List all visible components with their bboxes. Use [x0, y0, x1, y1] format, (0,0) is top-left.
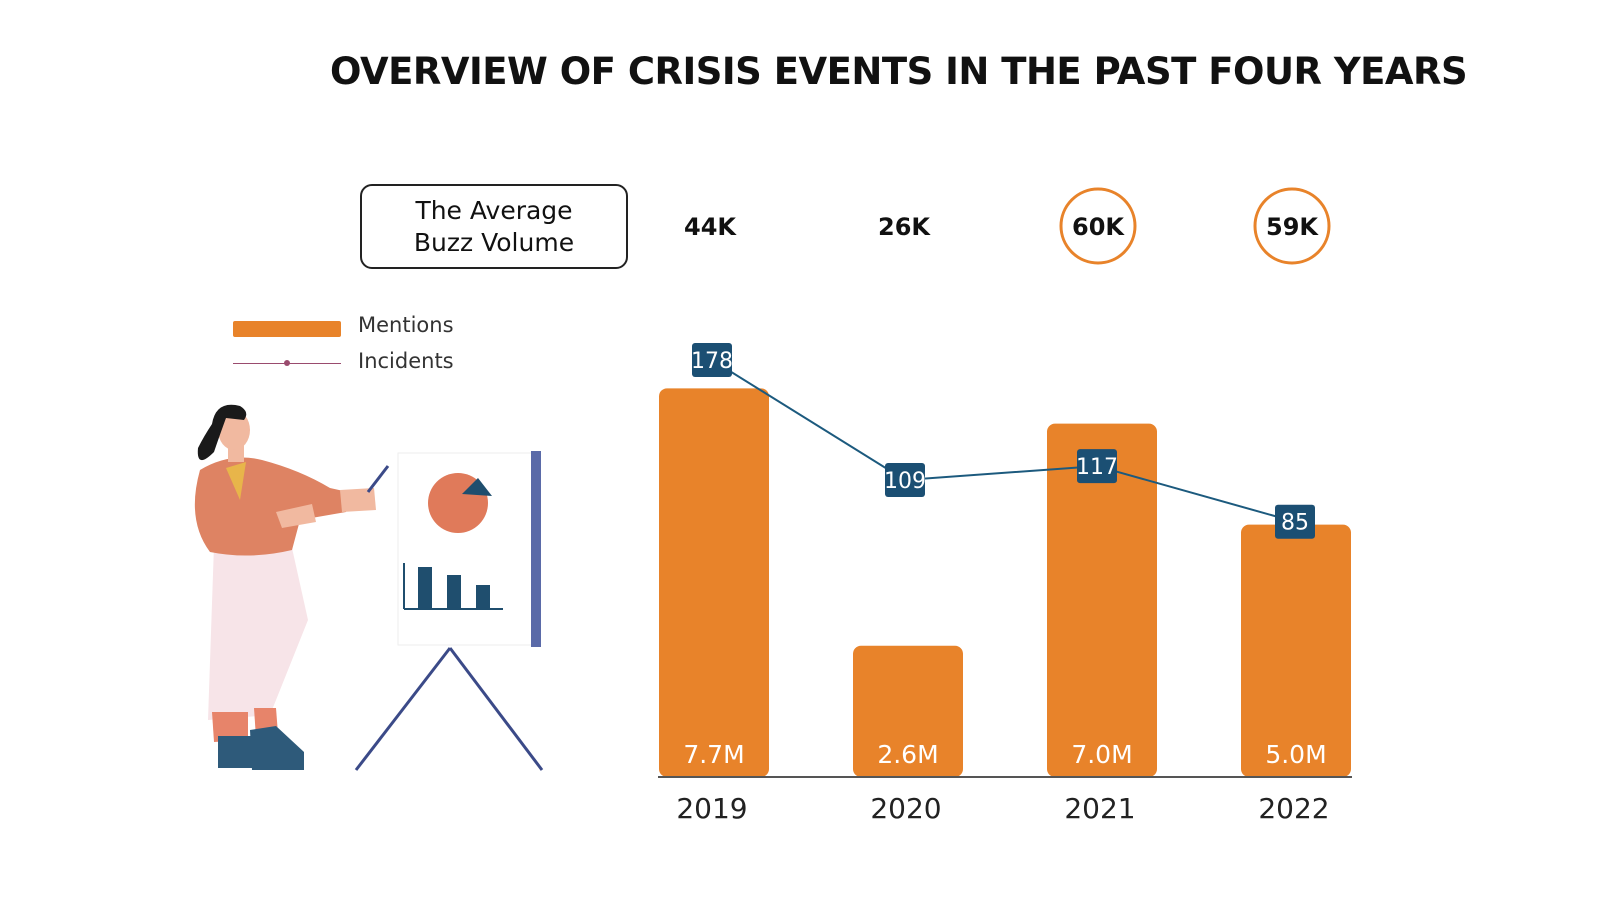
chart-title: OVERVIEW OF CRISIS EVENTS IN THE PAST FO…: [330, 50, 1468, 93]
incidents-label-2022: 85: [1281, 511, 1309, 536]
mentions-bar-2020: [853, 645, 963, 777]
incidents-marker-2020: [885, 463, 925, 497]
buzz-volume-circle-2022: [1253, 187, 1331, 265]
x-tick-label-2022: 2022: [1258, 792, 1329, 825]
buzz-volume-value-2019: 44K: [684, 213, 737, 241]
buzz-volume-value-2021: 60K: [1072, 213, 1125, 241]
incidents-line: [711, 359, 1296, 523]
mentions-label-2020: 2.6M: [877, 740, 938, 769]
mentions-bar-2021: [1047, 423, 1157, 777]
mentions-bar-2022: [1241, 524, 1351, 777]
buzz-volume-box: The Average Buzz Volume: [360, 184, 628, 269]
legend-mentions-swatch: [233, 321, 341, 337]
incidents-marker-2021: [1077, 449, 1117, 484]
buzz-volume-label: The Average Buzz Volume: [414, 195, 574, 259]
mentions-bar-2019: [659, 388, 769, 777]
mentions-label-2019: 7.7M: [683, 740, 744, 769]
legend-mentions-label: Mentions: [358, 313, 454, 337]
buzz-volume-line1: The Average: [415, 195, 573, 225]
mentions-label-2021: 7.0M: [1071, 740, 1132, 769]
buzz-volume-circle-2021: [1059, 187, 1137, 265]
incidents-label-2019: 178: [691, 349, 733, 374]
legend-incidents-marker: [284, 360, 290, 366]
incidents-label-2020: 109: [884, 469, 926, 494]
presenter-figure: [194, 404, 390, 770]
x-tick-label-2019: 2019: [676, 792, 747, 825]
incidents-marker-2019: [692, 343, 732, 377]
buzz-volume-value-2020: 26K: [878, 213, 931, 241]
buzz-volume-line2: Buzz Volume: [413, 227, 575, 257]
buzz-volume-value-2022: 59K: [1266, 213, 1319, 241]
x-tick-label-2020: 2020: [870, 792, 941, 825]
mentions-label-2022: 5.0M: [1265, 740, 1326, 769]
incidents-marker-2022: [1275, 504, 1315, 539]
x-tick-label-2021: 2021: [1064, 792, 1135, 825]
legend-incidents-label: Incidents: [358, 349, 454, 373]
easel: [354, 451, 544, 771]
incidents-label-2021: 117: [1076, 455, 1118, 480]
